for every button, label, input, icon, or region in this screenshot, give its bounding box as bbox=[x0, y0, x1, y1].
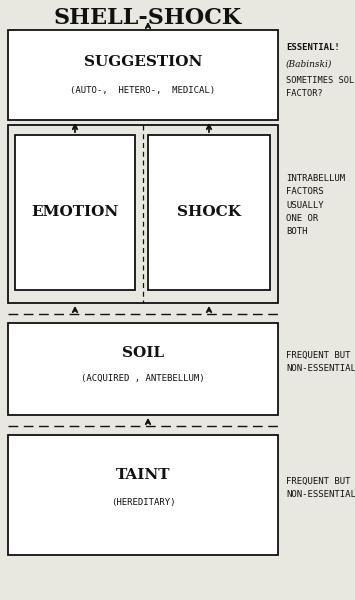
Text: FREQUENT BUT
NON-ESSENTIAL: FREQUENT BUT NON-ESSENTIAL bbox=[286, 351, 355, 373]
Text: SOIL: SOIL bbox=[122, 346, 164, 360]
Bar bbox=[8, 125, 278, 303]
Bar bbox=[8, 435, 278, 555]
Text: SUGGESTION: SUGGESTION bbox=[84, 55, 202, 69]
Bar bbox=[148, 135, 270, 290]
Text: (ACQUIRED , ANTEBELLUM): (ACQUIRED , ANTEBELLUM) bbox=[81, 373, 205, 383]
Text: EMOTION: EMOTION bbox=[31, 205, 119, 220]
Bar bbox=[8, 323, 278, 415]
Bar bbox=[15, 135, 135, 290]
Text: (Babinski): (Babinski) bbox=[286, 59, 332, 68]
Text: TAINT: TAINT bbox=[116, 468, 170, 482]
Text: (HEREDITARY): (HEREDITARY) bbox=[111, 499, 175, 508]
Text: SHELL-SHOCK: SHELL-SHOCK bbox=[54, 7, 242, 29]
Text: INTRABELLUM
FACTORS
USUALLY
ONE OR
BOTH: INTRABELLUM FACTORS USUALLY ONE OR BOTH bbox=[286, 174, 345, 236]
Bar bbox=[8, 30, 278, 120]
Text: SHOCK: SHOCK bbox=[177, 205, 241, 220]
Text: (AUTO-,  HETERO-,  MEDICAL): (AUTO-, HETERO-, MEDICAL) bbox=[70, 85, 215, 94]
Text: ESSENTIAL!: ESSENTIAL! bbox=[286, 43, 340, 52]
Text: FREQUENT BUT
NON-ESSENTIAL: FREQUENT BUT NON-ESSENTIAL bbox=[286, 477, 355, 499]
Text: SOMETIMES SOLE
FACTOR?: SOMETIMES SOLE FACTOR? bbox=[286, 76, 355, 98]
